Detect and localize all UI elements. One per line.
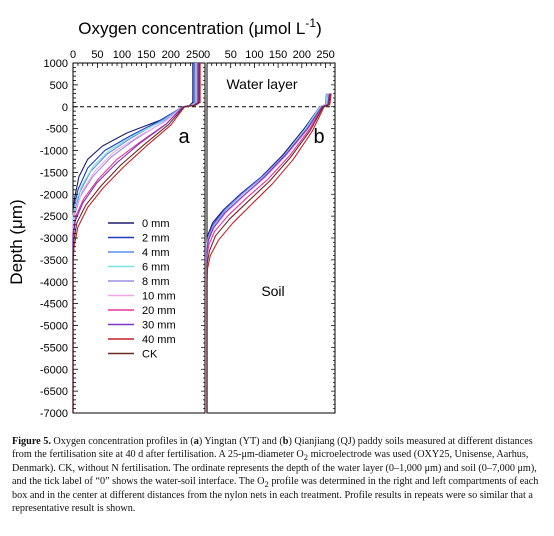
legend-label: 20 mm: [142, 305, 176, 317]
y-tick-label: -3500: [40, 255, 68, 267]
y-tick-label: -6000: [40, 364, 68, 376]
panel-a-frame: [72, 62, 206, 414]
panel-a-x-tick-label: 250: [186, 49, 204, 61]
y-tick-label: -1000: [40, 146, 68, 158]
panel-a-series-line: [72, 63, 197, 413]
panel-a-plot: 0 50 100 150 200 250: [70, 49, 206, 414]
panel-b-series-line: [206, 93, 329, 413]
y-tick-label: -4500: [40, 299, 68, 311]
panel-b-series-line: [206, 93, 331, 413]
caption-subscript-1: 2: [303, 451, 309, 462]
panel-a-series-line: [72, 63, 200, 413]
panel-a-label: a: [178, 126, 190, 148]
y-tick-label: -1500: [40, 167, 68, 179]
panel-a-x-tick-label: 200: [162, 49, 180, 61]
panel-b-series-line: [206, 93, 330, 413]
y-axis: 1000 500 0 -500 -1000 -1500 -2000 -2500 -3000 -35…: [40, 58, 78, 420]
oxygen-profile-chart: 0 50 100 150 200 250 0 50 100 150 200 250 10005000…: [7, 16, 336, 420]
panel-b-x-tick-label: 100: [245, 49, 263, 61]
panel-b-plot: 0 50 100 150 200 250: [204, 49, 336, 414]
water-layer-label: Water layer: [226, 76, 297, 92]
y-tick-label: -5500: [40, 342, 68, 354]
legend: 0 mm 2 mm 4 mm 6 mm 8 mm 10 mm 20 mm 30 mm 40 mm…: [108, 218, 176, 361]
panel-a-series-line: [72, 63, 199, 413]
legend-label: 2 mm: [142, 233, 170, 245]
caption-label: Figure 5.: [12, 436, 51, 447]
panel-b-x-tick-label: 250: [316, 49, 334, 61]
top-title-close: ): [316, 19, 322, 38]
y-tick-label: 0: [62, 102, 68, 114]
figure: 0 50 100 150 200 250 0 50 100 150 200 250 1000 500 0…: [7, 16, 336, 420]
caption-panel-b: b: [282, 436, 289, 447]
caption-text-4: microelectrode was used (OXY25, Unisense…: [12, 448, 537, 487]
panel-a-x-tick-label: 50: [91, 49, 103, 61]
caption-subscript-2: 2: [264, 478, 269, 489]
y-tick-label: -3000: [40, 233, 68, 245]
top-title-exponent: -1: [305, 16, 316, 30]
legend-label: 6 mm: [142, 262, 170, 274]
panel-a-series-line: [72, 63, 199, 413]
panel-b-x-tick-label: 150: [269, 49, 287, 61]
legend-label: CK: [142, 349, 158, 361]
legend-label: 10 mm: [142, 291, 176, 303]
chart-top-title: Oxygen concentration (μmol L-1): [78, 16, 321, 38]
panel-b-label: b: [313, 126, 324, 148]
panel-b-x-tick-label: 50: [225, 49, 237, 61]
y-tick-label: -5000: [40, 321, 68, 333]
legend-label: 0 mm: [142, 218, 170, 230]
caption-text-1: Oxygen concentration profiles in (: [53, 436, 194, 447]
panel-b-series-line: [206, 93, 329, 413]
y-tick-label: -7000: [40, 408, 68, 420]
y-tick-label: -2000: [40, 189, 68, 201]
y-axis-title: Depth (μm): [7, 199, 26, 284]
panel-b-x-tick-label: 200: [293, 49, 311, 61]
panel-b-series-line: [206, 93, 328, 413]
panel-b-series-line: [206, 93, 328, 413]
y-tick-label: 1000: [44, 58, 68, 70]
legend-label: 4 mm: [142, 247, 170, 259]
panel-b-series-line: [206, 93, 330, 413]
panel-b-series-line: [206, 93, 328, 413]
top-title-main: Oxygen concentration (μmol L: [78, 19, 305, 38]
panel-a-x-tick-label: 150: [137, 49, 155, 61]
legend-label: 30 mm: [142, 320, 176, 332]
y-tick-label: 500: [50, 80, 68, 92]
caption-text-3: ) Qianjiang (QJ) paddy soils measured at…: [12, 436, 533, 460]
panel-a-series-line: [72, 63, 194, 413]
y-tick-label: -4000: [40, 277, 68, 289]
y-tick-label: -2500: [40, 211, 68, 223]
y-tick-label: -500: [46, 124, 68, 136]
panel-a-series-line: [72, 63, 201, 413]
caption-text-2: ) Yingtan (YT) and (: [198, 436, 283, 447]
panel-a-x-tick-label: 0: [70, 49, 76, 61]
caption-text-5: profile was determined in the right and …: [12, 475, 539, 515]
y-tick-label: -6500: [40, 386, 68, 398]
legend-label: 8 mm: [142, 276, 170, 288]
panel-b-x-tick-label: 0: [204, 49, 210, 61]
panel-a-x-tick-label: 100: [113, 49, 131, 61]
panel-b-series-line: [206, 93, 328, 413]
soil-label: Soil: [261, 283, 284, 299]
caption-panel-a: a: [193, 436, 199, 447]
legend-label: 40 mm: [142, 334, 176, 346]
figure-caption: Figure 5. Oxygen concentration profiles …: [12, 436, 542, 516]
